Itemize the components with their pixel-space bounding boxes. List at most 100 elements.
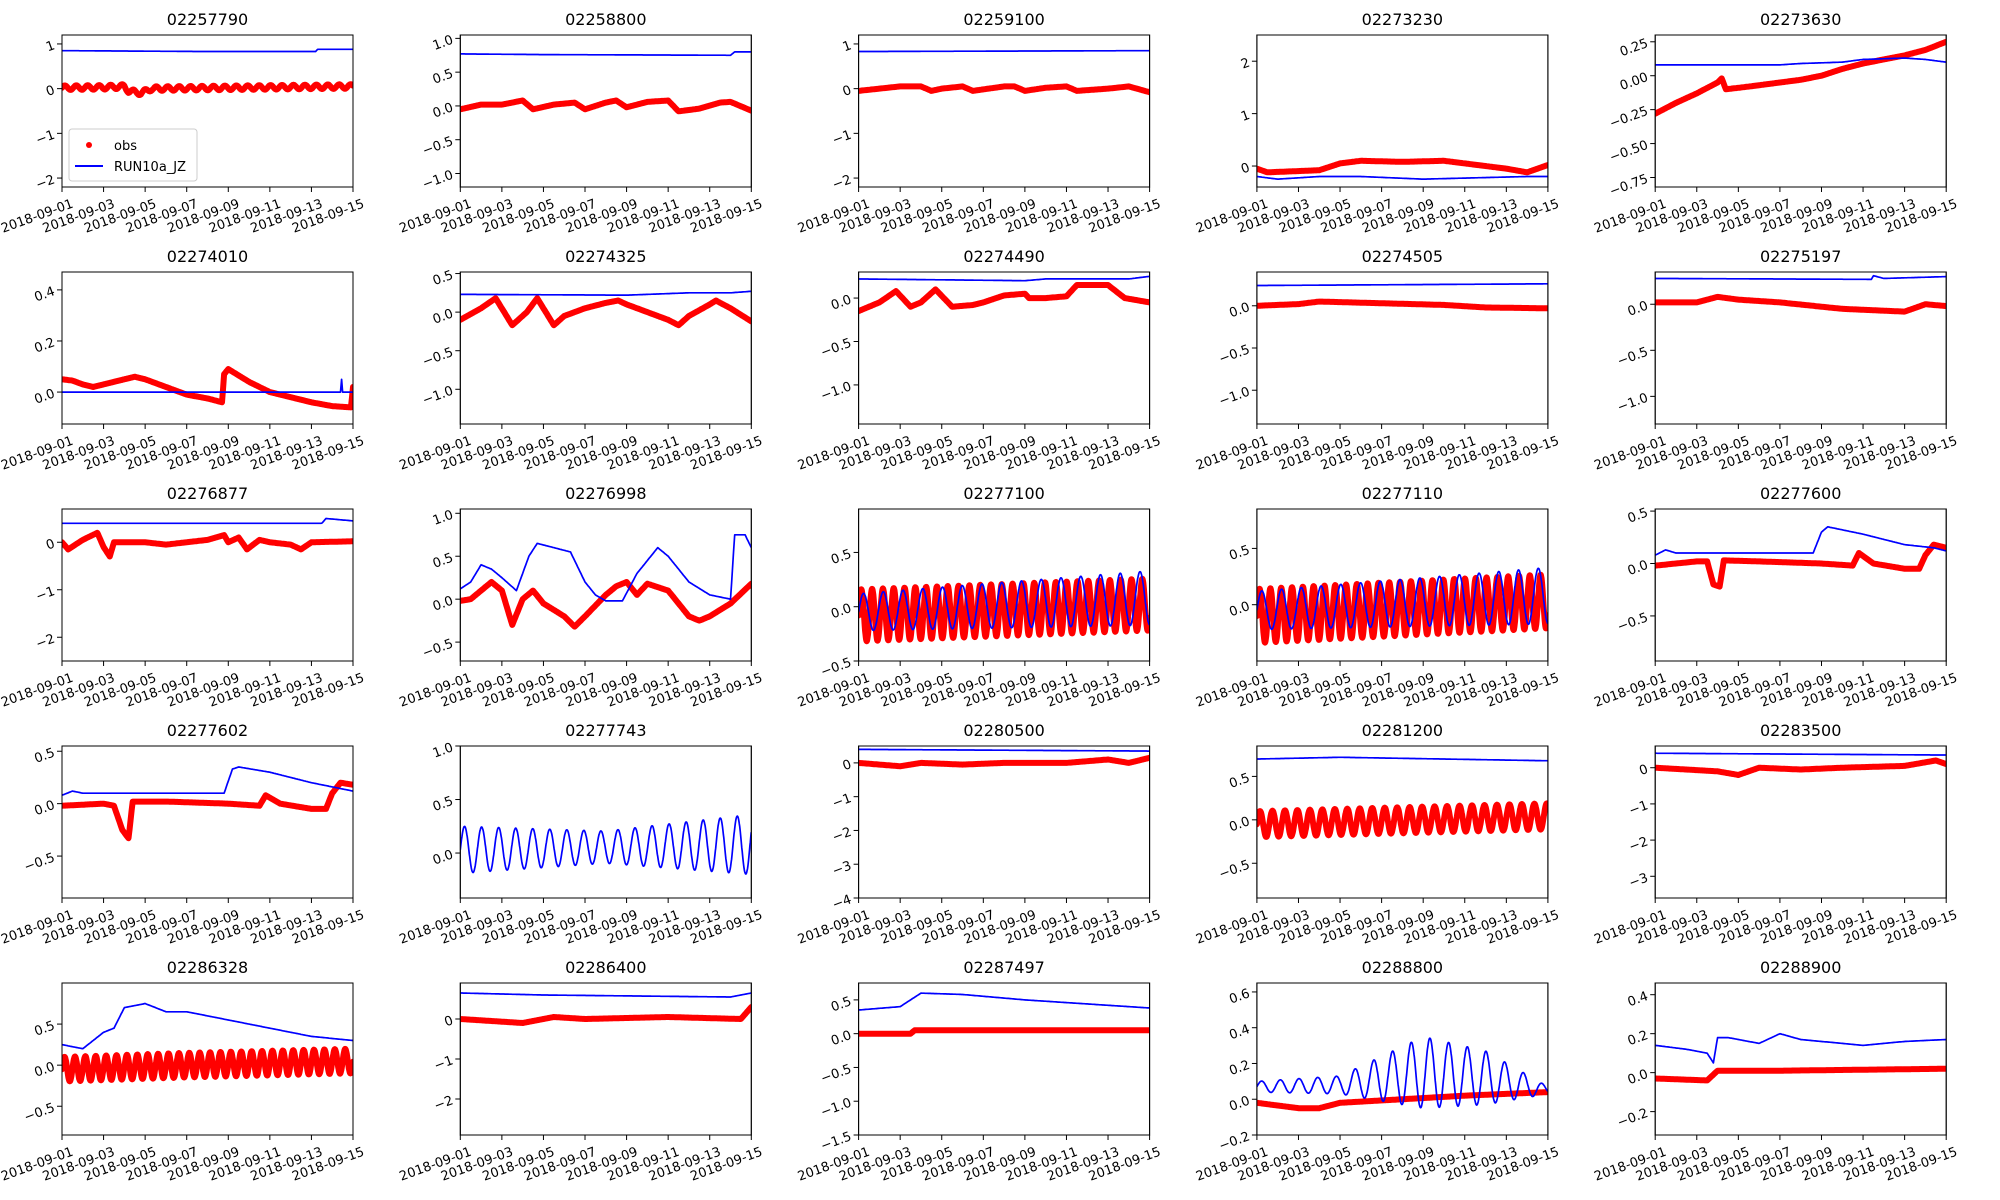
model-series: [858, 570, 1150, 632]
y-tick-label: 0.0: [1626, 299, 1651, 320]
y-tick-label: 0.0: [1227, 814, 1252, 835]
y-tick-label: 0.4: [1626, 989, 1651, 1010]
y-tick-label: 0: [1637, 762, 1650, 779]
axes-frame: [61, 745, 354, 899]
y-tick-label: 0.25: [1618, 36, 1650, 60]
subplot-title: 02274010: [167, 247, 248, 266]
y-tick-label: −2: [1627, 834, 1650, 855]
legend-obs-label: obs: [114, 139, 137, 154]
y-tick-label: −1.0: [421, 168, 456, 193]
y-tick-label: −1.0: [819, 1096, 854, 1121]
model-series: [858, 275, 1150, 282]
y-tick-label: −0.5: [1615, 345, 1650, 370]
subplot-02288900: 022889002018-09-012018-09-032018-09-0520…: [1592, 958, 1959, 1185]
axes-frame: [1256, 508, 1549, 662]
y-tick-label: 1.0: [431, 33, 456, 54]
model-series: [62, 378, 353, 393]
subplot-title: 02287497: [963, 958, 1044, 977]
y-tick-label: 0.0: [1227, 1094, 1252, 1115]
subplot-02277110: 022771102018-09-012018-09-032018-09-0520…: [1194, 484, 1561, 711]
y-tick-label: 0.0: [829, 1028, 854, 1049]
y-tick-label: 0: [1239, 160, 1252, 177]
y-tick-label: 0.4: [33, 284, 58, 305]
subplot-title: 02275197: [1760, 247, 1841, 266]
y-tick-label: 0: [442, 1013, 455, 1030]
y-tick-label: 1.0: [431, 508, 456, 529]
y-tick-label: 0.0: [829, 601, 854, 622]
axes-frame: [459, 271, 752, 425]
model-series: [858, 748, 1150, 752]
y-tick-label: −0.5: [421, 345, 456, 370]
y-tick-label: 0.0: [1227, 300, 1252, 321]
y-tick-label: −0.5: [819, 336, 854, 361]
subplot-02277743: 022777432018-09-012018-09-032018-09-0520…: [398, 721, 765, 948]
plot-area: [1654, 34, 1947, 188]
subplot-title: 02276877: [167, 484, 248, 503]
y-tick-label: 0.5: [829, 547, 854, 568]
subplot-title: 02286400: [565, 958, 646, 977]
subplot-02274490: 022744902018-09-012018-09-032018-09-0520…: [796, 247, 1163, 474]
subplot-02281200: 022812002018-09-012018-09-032018-09-0520…: [1194, 721, 1561, 948]
y-tick-label: 0.5: [431, 268, 456, 289]
axes-frame: [61, 508, 354, 662]
obs-series: [62, 1045, 353, 1085]
y-tick-label: 0.5: [431, 551, 456, 572]
subplot-title: 02277600: [1760, 484, 1841, 503]
subplot-title: 02288800: [1362, 958, 1443, 977]
y-tick-label: −2: [831, 172, 854, 193]
y-tick-label: 0.5: [1626, 505, 1651, 526]
y-tick-label: −1: [831, 128, 854, 149]
model-series: [1256, 175, 1548, 180]
y-tick-label: 1.0: [431, 740, 456, 761]
obs-series: [1256, 1089, 1548, 1112]
y-tick-label: −4: [831, 892, 854, 913]
obs-series: [1256, 298, 1548, 312]
model-series: [1256, 282, 1548, 287]
subplot-02283500: 022835002018-09-012018-09-032018-09-0520…: [1592, 721, 1959, 948]
y-tick-label: −0.5: [22, 1101, 57, 1126]
plot-area: [858, 745, 1151, 899]
axes-frame: [459, 508, 752, 662]
axes-frame: [61, 34, 354, 188]
y-tick-label: 0.2: [1626, 1028, 1651, 1049]
plot-area: [61, 508, 354, 662]
y-tick-label: −1: [432, 1053, 455, 1074]
y-tick-label: 0: [841, 757, 854, 774]
obs-series: [62, 366, 353, 411]
axes-frame: [1654, 745, 1947, 899]
legend: obs RUN10a_JZ: [68, 128, 198, 182]
subplot-02257790: 022577902018-09-012018-09-032018-09-0520…: [0, 10, 366, 237]
obs-series: [1256, 800, 1548, 840]
y-tick-label: 1: [841, 38, 854, 55]
subplot-02276877: 022768772018-09-012018-09-032018-09-0520…: [0, 484, 366, 711]
legend-model-label: RUN10a_JZ: [114, 160, 186, 175]
y-tick-label: 0.2: [1227, 1058, 1252, 1079]
subplot-02273230: 022732302018-09-012018-09-032018-09-0520…: [1194, 10, 1561, 237]
y-tick-label: −1: [34, 584, 57, 605]
plot-area: [459, 508, 752, 662]
y-tick-label: 0: [841, 83, 854, 100]
model-series: [1655, 57, 1947, 66]
y-tick-label: −1.0: [819, 379, 854, 404]
y-tick-label: 1: [44, 38, 57, 55]
model-series: [460, 51, 752, 57]
y-tick-label: 0.5: [33, 1018, 58, 1039]
model-series: [1256, 567, 1548, 631]
y-tick-label: −2: [432, 1093, 455, 1114]
obs-series: [460, 97, 752, 115]
y-tick-label: −0.5: [421, 134, 456, 159]
y-tick-label: 2: [1239, 56, 1252, 73]
axes-frame: [1654, 982, 1947, 1136]
model-series: [858, 49, 1150, 53]
model-series: [460, 290, 752, 296]
model-series: [858, 992, 1150, 1011]
plot-area: [1654, 271, 1947, 425]
subplot-02259100: 022591002018-09-012018-09-032018-09-0520…: [796, 10, 1163, 237]
y-tick-label: 0.5: [431, 67, 456, 88]
y-tick-label: 0.0: [431, 306, 456, 327]
y-tick-label: 0.0: [1626, 1067, 1651, 1088]
axes-frame: [858, 271, 1151, 425]
obs-series: [1256, 157, 1548, 176]
obs-series: [460, 579, 752, 630]
